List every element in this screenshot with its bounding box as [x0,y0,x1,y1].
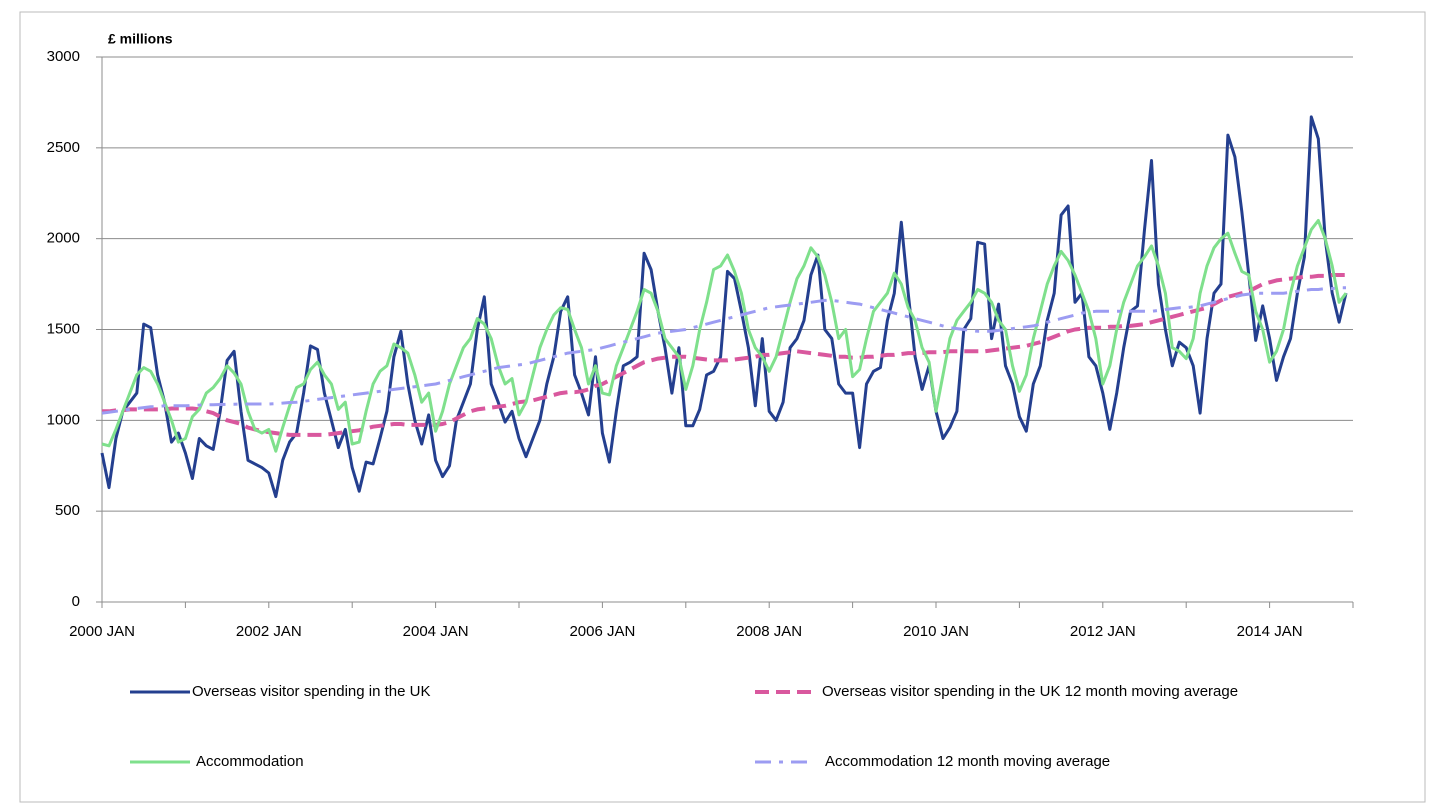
x-tick-label: 2006 JAN [569,623,635,640]
legend-label: Overseas visitor spending in the UK [192,683,430,700]
legend-label: Overseas visitor spending in the UK 12 m… [822,683,1238,700]
y-tick-label: 3000 [47,48,80,65]
x-tick-label: 2004 JAN [403,623,469,640]
y-tick-label: 0 [72,593,80,610]
y-tick-label: 2500 [47,139,80,156]
chart-frame [19,11,1426,803]
y-axis-label: £ millions [108,31,173,47]
x-tick-label: 2008 JAN [736,623,802,640]
x-tick-label: 2002 JAN [236,623,302,640]
series-line [101,286,1346,415]
legend-label: Accommodation [196,753,304,770]
x-tick-label: 2014 JAN [1237,623,1303,640]
series-line [102,273,1346,437]
y-tick-label: 1500 [47,320,80,337]
legend-label: Accommodation 12 month moving average [825,753,1110,770]
x-tick-label: 2000 JAN [69,623,135,640]
y-tick-label: 1000 [47,411,80,428]
x-tick-label: 2010 JAN [903,623,969,640]
series-line [100,115,1348,499]
series-line [101,219,1348,453]
y-tick-label: 2000 [47,230,80,247]
x-tick-label: 2012 JAN [1070,623,1136,640]
y-tick-label: 500 [55,502,80,519]
